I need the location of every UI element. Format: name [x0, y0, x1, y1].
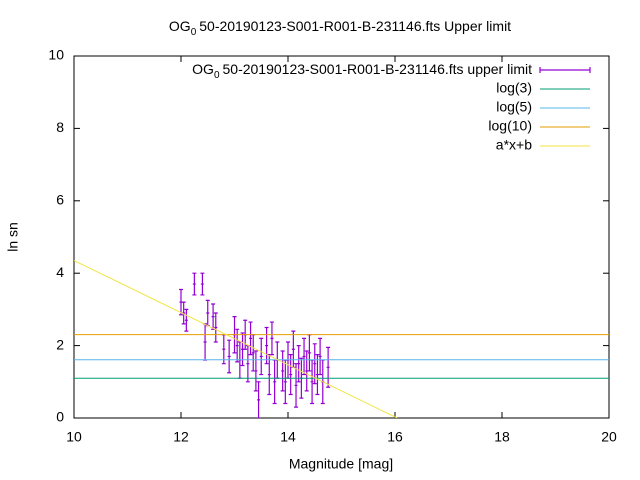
y-tick-label: 2 [56, 336, 64, 352]
y-axis-label: ln sn [5, 222, 21, 252]
error-bar [302, 337, 307, 376]
x-tick-label: 16 [387, 429, 403, 445]
x-tick-label: 20 [601, 429, 617, 445]
error-bar [256, 381, 261, 418]
error-bar [205, 299, 210, 327]
error-bar [251, 334, 256, 372]
error-bar [245, 345, 250, 383]
error-bar [326, 346, 331, 388]
y-tick-label: 4 [56, 264, 64, 280]
error-bar [227, 339, 232, 374]
error-bar [235, 328, 240, 363]
error-bar [259, 337, 264, 376]
error-bar [288, 354, 293, 396]
legend-label: a*x+b [496, 137, 532, 153]
legend-label-part: OG [192, 61, 214, 77]
error-bar [203, 323, 208, 361]
error-bar [221, 334, 226, 365]
error-bar [294, 363, 299, 408]
title-part: OG [169, 18, 191, 34]
error-bar [272, 359, 277, 405]
y-tick-label: 8 [56, 119, 64, 135]
error-bar [280, 350, 285, 392]
error-bar [213, 312, 218, 343]
error-bar [296, 345, 301, 383]
error-bar [283, 359, 288, 405]
legend-label-part: 50-20190123-S001-R001-B-231146.fts upper… [223, 61, 533, 77]
error-bar [315, 354, 320, 396]
error-bar [267, 354, 272, 396]
error-bar [200, 272, 205, 296]
error-bar [179, 288, 183, 316]
error-bar [253, 350, 258, 392]
series-line [74, 260, 398, 418]
title-part: 50-20190123-S001-R001-B-231146.fts Upper… [199, 18, 511, 34]
x-tick-label: 18 [494, 429, 510, 445]
x-tick-label: 10 [66, 429, 82, 445]
error-bar [211, 303, 216, 330]
legend-swatch [539, 67, 591, 73]
error-bar [291, 330, 296, 368]
error-bar [264, 326, 269, 365]
error-bar [181, 301, 186, 325]
legend-label: log(10) [488, 118, 532, 134]
error-bar [318, 337, 323, 376]
error-bar [307, 334, 312, 372]
y-tick-label: 0 [56, 409, 64, 425]
x-axis-label: Magnitude [mag] [289, 456, 393, 472]
error-bar [269, 321, 274, 356]
error-bar [304, 350, 309, 392]
x-tick-label: 14 [280, 429, 296, 445]
legend-label: log(3) [496, 80, 532, 96]
error-bar [184, 308, 189, 332]
legend-label: OG0 50-20190123-S001-R001-B-231146.fts up… [192, 61, 532, 81]
error-bar [310, 359, 315, 405]
y-tick-label: 10 [48, 47, 64, 63]
legend-label: log(5) [496, 99, 532, 115]
title-subscript: 0 [191, 27, 197, 38]
chart-title: OG0 50-20190123-S001-R001-B-231146.fts Up… [169, 18, 511, 38]
y-tick-label: 6 [56, 192, 64, 208]
x-tick-label: 12 [173, 429, 189, 445]
legend-label-part: 0 [214, 70, 220, 81]
error-bar [240, 332, 245, 367]
error-bar [192, 272, 197, 296]
error-bar [312, 343, 317, 385]
error-bar [248, 321, 253, 356]
plot-border [73, 55, 610, 419]
